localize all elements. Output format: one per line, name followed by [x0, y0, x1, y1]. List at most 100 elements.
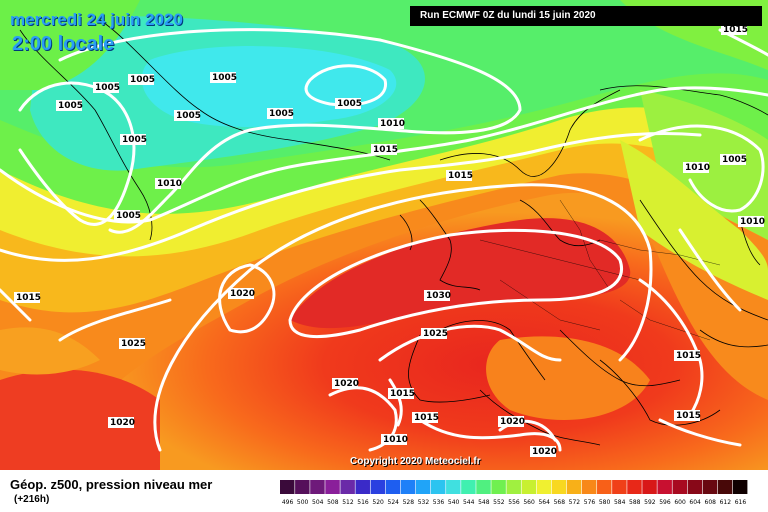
- scale-swatch: [370, 480, 386, 494]
- scale-tick-label: 532: [418, 499, 430, 506]
- isobar-label-group: 1005 1005 1005 1005 1005 1005 1005 1005 …: [14, 24, 765, 457]
- scale-tick-label: 544: [463, 499, 475, 506]
- scale-tick-label: 548: [478, 499, 490, 506]
- scale-swatch: [430, 480, 446, 494]
- band-left-red: [0, 369, 160, 470]
- isobar-label: 1005: [337, 99, 362, 109]
- scale-swatch: [310, 480, 325, 494]
- scale-tick-label: 608: [705, 499, 717, 506]
- scale-swatch: [732, 480, 748, 494]
- scale-swatch: [536, 480, 552, 494]
- scale-swatch: [687, 480, 703, 494]
- isobar-label: 1015: [390, 389, 415, 399]
- scale-tick-label: 524: [388, 499, 400, 506]
- isobar-label: 1005: [122, 135, 147, 145]
- isobar-label: 1020: [230, 289, 255, 299]
- band-deep-red: [290, 218, 631, 329]
- scale-tick-label: 536: [433, 499, 445, 506]
- forecast-time: 2:00 locale: [12, 33, 115, 55]
- scale-swatch: [385, 480, 401, 494]
- borders: [479, 199, 721, 341]
- scale-tick-label: 500: [297, 499, 309, 506]
- band-se-orange: [486, 336, 650, 420]
- isobar-label: 1005: [95, 83, 120, 93]
- isobar-label: 1025: [121, 339, 146, 349]
- isobar-label: 1005: [176, 111, 201, 121]
- scale-swatch: [597, 480, 612, 494]
- scale-swatch: [461, 480, 476, 494]
- scale-tick-label: 572: [569, 499, 581, 506]
- geopotential-map: 1005 1005 1005 1005 1005 1005 1005 1005 …: [0, 0, 768, 470]
- color-scale: 496 500 504 508 512 516 520 524 528 532 536 540 544 5…: [280, 480, 748, 506]
- scale-tick-label: 540: [448, 499, 460, 506]
- isobar-label: 1015: [676, 411, 701, 421]
- scale-swatch: [446, 480, 461, 494]
- scale-tick-label: 528: [403, 499, 415, 506]
- scale-tick-label: 592: [644, 499, 656, 506]
- isobar-label: 1010: [157, 179, 182, 189]
- isobar-label: 1020: [110, 418, 135, 428]
- scale-tick-label: 604: [689, 499, 701, 506]
- scale-tick-label: 552: [493, 499, 505, 506]
- isobar-label: 1005: [58, 101, 83, 111]
- scale-swatch: [340, 480, 355, 494]
- isobar-label: 1005: [116, 211, 141, 221]
- isobar-label: 1010: [383, 435, 408, 445]
- isobars: [0, 28, 768, 452]
- scale-tick-label: 580: [599, 499, 611, 506]
- scale-tick-label: 568: [554, 499, 566, 506]
- scale-swatch: [642, 480, 657, 494]
- scale-swatch: [551, 480, 567, 494]
- isobar-label: 1020: [334, 379, 359, 389]
- scale-swatch: [702, 480, 718, 494]
- copyright-notice: Copyright 2020 Meteociel.fr: [350, 456, 481, 467]
- isobar-label: 1020: [500, 417, 525, 427]
- scale-tick-label: 520: [372, 499, 384, 506]
- isobar-label: 1005: [130, 75, 155, 85]
- scale-tick-label: 564: [538, 499, 550, 506]
- scale-swatch: [672, 480, 688, 494]
- scale-tick-label: 496: [282, 499, 294, 506]
- scale-swatch: [717, 480, 733, 494]
- scale-swatch: [325, 480, 340, 494]
- band-ne-yellow: [620, 140, 768, 300]
- model-run-banner: Run ECMWF 0Z du lundi 15 juin 2020: [410, 6, 762, 26]
- scale-swatch: [415, 480, 431, 494]
- isobar-label: 1010: [685, 163, 710, 173]
- scale-tick-label: 576: [584, 499, 596, 506]
- forecast-date: mercredi 24 juin 2020: [10, 10, 183, 29]
- scale-swatch: [627, 480, 642, 494]
- band-nw-green: [0, 0, 140, 90]
- scale-swatch: [506, 480, 521, 494]
- scale-swatch: [355, 480, 370, 494]
- scale-tick-label: 508: [327, 499, 339, 506]
- scale-tick-label: 504: [312, 499, 324, 506]
- scale-tick-label: 616: [735, 499, 747, 506]
- isobar-label: 1015: [16, 293, 41, 303]
- scale-swatch: [476, 480, 491, 494]
- scale-swatch: [400, 480, 416, 494]
- scale-tick-label: 512: [342, 499, 354, 506]
- scale-tick-label: 556: [508, 499, 520, 506]
- isobar-label: 1005: [269, 109, 294, 119]
- isobar-label: 1015: [676, 351, 701, 361]
- scale-tick-label: 612: [720, 499, 732, 506]
- legend-title: Géop. z500, pression niveau mer: [10, 477, 213, 492]
- isobar-label: 1015: [414, 413, 439, 423]
- scale-swatch: [521, 480, 537, 494]
- scale-tick-label: 588: [629, 499, 641, 506]
- scale-tick-label: 584: [614, 499, 626, 506]
- band-sw-orange: [0, 327, 100, 375]
- isobar-label: 1020: [532, 447, 557, 457]
- scale-swatch: [657, 480, 672, 494]
- isobar-label: 1015: [448, 171, 473, 181]
- isobar-label: 1005: [722, 155, 747, 165]
- isobar-label: 1005: [212, 73, 237, 83]
- scale-swatch: [612, 480, 627, 494]
- scale-swatch: [491, 480, 506, 494]
- scale-tick-label: 596: [659, 499, 671, 506]
- scale-tick-label: 600: [674, 499, 686, 506]
- isobar-label: 1015: [723, 25, 748, 35]
- scale-swatch: [295, 480, 310, 494]
